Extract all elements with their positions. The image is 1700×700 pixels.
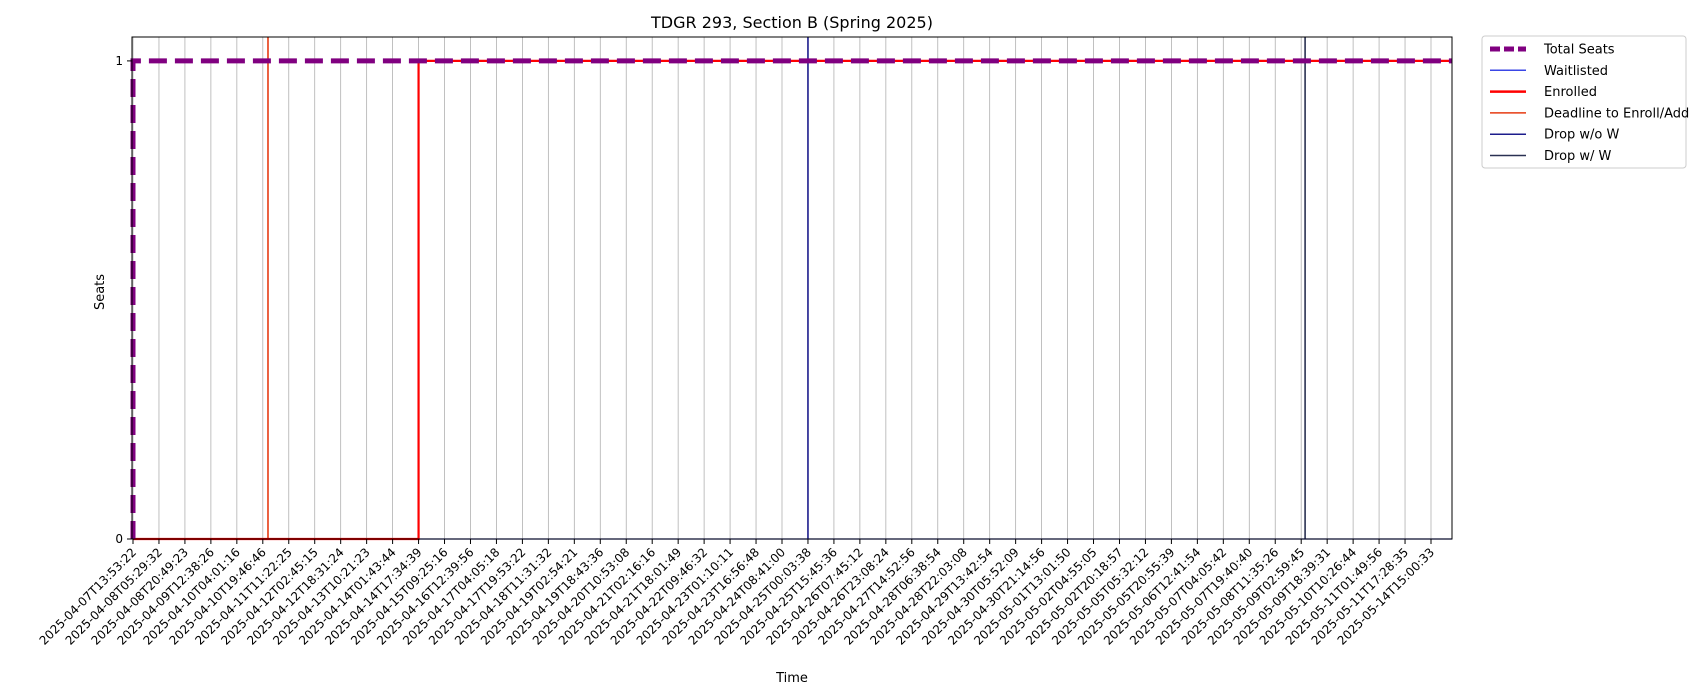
vertical-markers <box>267 37 1306 539</box>
legend-label: Enrolled <box>1544 85 1597 100</box>
y-tick-label: 1 <box>115 54 123 68</box>
chart-title: TDGR 293, Section B (Spring 2025) <box>650 13 933 32</box>
series-line <box>133 59 1452 541</box>
legend-label: Deadline to Enroll/Add <box>1544 106 1689 121</box>
plot-area-frame <box>131 36 1453 540</box>
x-axis-ticks: 2025-04-07T13:53:222025-04-08T05:29:3220… <box>37 539 1437 648</box>
series-lines <box>130 58 1452 541</box>
series-line <box>130 58 1452 539</box>
legend-label: Total Seats <box>1543 43 1615 58</box>
gridlines <box>132 37 1432 539</box>
x-axis-label: Time <box>775 671 808 686</box>
legend-label: Drop w/o W <box>1544 128 1620 143</box>
y-axis-label: Seats <box>93 274 108 310</box>
legend-box <box>1481 35 1687 169</box>
legend-label: Waitlisted <box>1544 64 1608 79</box>
y-tick-label: 0 <box>115 532 123 546</box>
y-axis-ticks: 01 <box>115 54 132 546</box>
legend-label: Drop w/ W <box>1544 149 1612 164</box>
legend: Total Seats Waitlisted Enrolled Deadline to… <box>1481 35 1689 169</box>
